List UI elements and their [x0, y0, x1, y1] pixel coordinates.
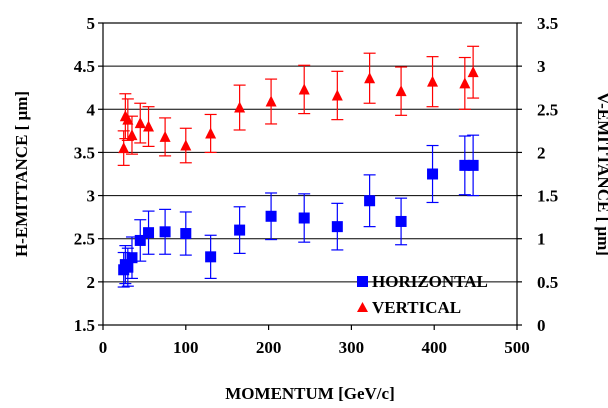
- data-point-square: [265, 210, 277, 222]
- data-point-triangle: [427, 75, 439, 87]
- data-point-square: [331, 221, 343, 233]
- data-point-square: [180, 228, 192, 240]
- data-point-triangle: [459, 77, 471, 89]
- data-point-square: [143, 227, 155, 239]
- data-point-square: [159, 226, 171, 238]
- data-point-square: [205, 251, 217, 263]
- left-axis-ticks: 1.5 2 2.5 3 3.5 4 4.5 5: [74, 14, 103, 335]
- data-point-triangle: [265, 95, 277, 107]
- data-point-square: [298, 212, 310, 224]
- data-point-triangle: [234, 101, 246, 113]
- left-axis-title: H-EMITTANCE [ μm]: [12, 91, 31, 257]
- left-tick-label: 2.5: [74, 230, 95, 249]
- data-point-square: [395, 215, 407, 227]
- data-point-triangle: [298, 83, 310, 95]
- left-tick-label: 3.5: [74, 143, 95, 162]
- right-tick-label: 0: [537, 316, 546, 335]
- data-point-triangle: [134, 117, 146, 129]
- data-point-triangle: [126, 129, 138, 141]
- data-point-triangle: [180, 139, 192, 151]
- right-tick-label: 1: [537, 230, 546, 249]
- data-point-triangle: [143, 120, 155, 132]
- x-tick-label: 100: [173, 338, 199, 357]
- data-point-square: [427, 168, 439, 180]
- left-tick-label: 5: [87, 14, 96, 33]
- right-tick-label: 0.5: [537, 273, 558, 292]
- left-tick-label: 2: [87, 273, 96, 292]
- x-tick-label: 200: [256, 338, 282, 357]
- data-point-square: [122, 261, 134, 273]
- series-horizontal: [117, 134, 480, 288]
- data-point-square: [467, 159, 479, 171]
- x-tick-label: 300: [339, 338, 365, 357]
- left-tick-label: 4: [87, 100, 96, 119]
- right-tick-label: 2.5: [537, 100, 558, 119]
- data-point-triangle: [395, 85, 407, 97]
- data-point-square: [126, 252, 138, 264]
- right-tick-label: 2: [537, 143, 546, 162]
- legend-marker-horizontal: [357, 276, 368, 287]
- data-point-triangle: [364, 72, 376, 84]
- data-point-square: [234, 224, 246, 236]
- right-axis-ticks: 0 0.5 1 1.5 2 2.5 3 3.5: [517, 14, 558, 335]
- data-point-triangle: [118, 142, 130, 154]
- x-tick-label: 400: [421, 338, 447, 357]
- legend-label-vertical: VERTICAL: [372, 298, 461, 317]
- left-tick-label: 1.5: [74, 316, 95, 335]
- right-tick-label: 3.5: [537, 14, 558, 33]
- legend-label-horizontal: HORIZONTAL: [372, 272, 488, 291]
- data-point-triangle: [331, 89, 343, 101]
- right-axis-title: V-EMITTANCE [ μm]: [594, 92, 608, 256]
- data-point-triangle: [122, 113, 134, 125]
- data-point-square: [364, 195, 376, 207]
- x-axis-ticks: 0 100 200 300 400 500: [99, 325, 530, 357]
- right-tick-label: 3: [537, 57, 546, 76]
- legend: HORIZONTAL VERTICAL: [357, 272, 488, 317]
- x-axis-title: MOMENTUM [GeV/c]: [225, 384, 394, 403]
- data-point-square: [134, 234, 146, 246]
- data-point-triangle: [467, 66, 479, 78]
- data-point-triangle: [159, 130, 171, 142]
- left-tick-label: 3: [87, 187, 96, 206]
- x-tick-label: 0: [99, 338, 108, 357]
- series-vertical: [117, 45, 480, 166]
- data-point-square: [459, 159, 471, 171]
- data-point-triangle: [205, 127, 217, 139]
- plot-frame: [102, 22, 518, 326]
- legend-marker-vertical: [357, 302, 368, 312]
- left-tick-label: 4.5: [74, 57, 95, 76]
- grid-lines: [103, 22, 517, 326]
- x-tick-label: 500: [504, 338, 530, 357]
- right-tick-label: 1.5: [537, 187, 558, 206]
